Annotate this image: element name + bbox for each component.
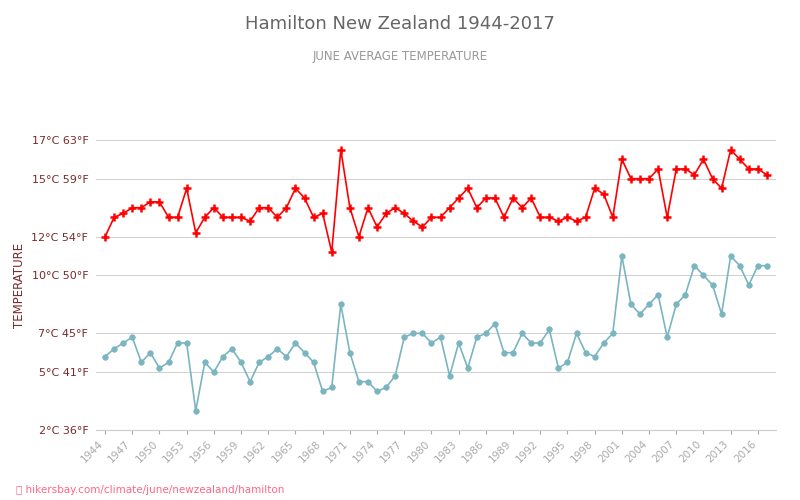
NIGHT — [100, 354, 110, 360]
Text: JUNE AVERAGE TEMPERATURE: JUNE AVERAGE TEMPERATURE — [313, 50, 487, 63]
NIGHT — [327, 384, 337, 390]
DAY — [481, 195, 490, 201]
NIGHT — [472, 334, 482, 340]
DAY — [318, 210, 327, 216]
DAY — [490, 195, 500, 201]
Line: NIGHT: NIGHT — [102, 253, 770, 414]
Y-axis label: TEMPERATURE: TEMPERATURE — [13, 242, 26, 328]
NIGHT — [717, 311, 726, 317]
Line: DAY: DAY — [101, 146, 771, 256]
Text: 📍 hikersbay.com/climate/june/newzealand/hamilton: 📍 hikersbay.com/climate/june/newzealand/… — [16, 485, 284, 495]
NIGHT — [617, 253, 626, 259]
NIGHT — [246, 378, 255, 384]
Text: Hamilton New Zealand 1944-2017: Hamilton New Zealand 1944-2017 — [245, 15, 555, 33]
NIGHT — [191, 408, 201, 414]
NIGHT — [762, 262, 772, 268]
DAY — [762, 172, 772, 178]
DAY — [327, 249, 337, 255]
DAY — [246, 218, 255, 224]
DAY — [100, 234, 110, 239]
DAY — [236, 214, 246, 220]
DAY — [717, 186, 726, 192]
DAY — [336, 146, 346, 152]
NIGHT — [254, 360, 264, 366]
NIGHT — [481, 330, 490, 336]
